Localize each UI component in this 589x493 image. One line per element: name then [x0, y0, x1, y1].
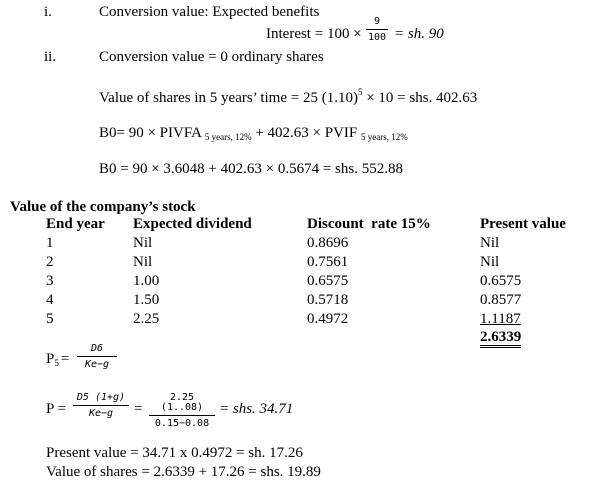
p5-fraction: D6 Ke−g	[77, 344, 117, 370]
table-cell: Nil	[133, 254, 153, 270]
p-general-numerator: D5 (1+g)	[73, 393, 129, 406]
table-cell: 1	[46, 235, 54, 251]
table-cell: 0.7561	[307, 254, 349, 270]
p-fraction-general: D5 (1+g) Ke−g	[73, 393, 129, 419]
b0-calculation: B0 = 90 × 3.6048 + 402.63 × 0.5674 = shs…	[99, 161, 403, 177]
table-cell: 1.00	[133, 273, 160, 289]
conversion-shares-heading: Conversion value = 0 ordinary shares	[99, 49, 324, 65]
table-cell: 3	[46, 273, 54, 289]
interest-fraction: 9 100	[366, 17, 388, 43]
table-cell: 2	[46, 254, 54, 270]
b0-formula-sub1: 5 years, 12%	[204, 132, 252, 142]
interest-fraction-denominator: 100	[367, 32, 387, 43]
p5-denominator: Ke−g	[84, 359, 110, 370]
p-result: = shs. 34.71	[219, 401, 294, 417]
shares-value-exponent: 5	[357, 87, 363, 97]
shares-value-text-a: Value of shares in 5 years’ time = 25 (1…	[99, 90, 358, 106]
col-header-end-year: End year	[46, 216, 105, 232]
interest-fraction-numerator: 9	[366, 17, 388, 30]
table-cell: Nil	[133, 235, 153, 251]
shares-value-text-b: × 10 = shs. 402.63	[362, 90, 478, 106]
table-cell: 0.6575	[307, 273, 349, 289]
p5-numerator: D6	[77, 344, 117, 357]
present-value-total-text: 2.6339	[480, 329, 522, 348]
table-cell: 0.4972	[307, 311, 349, 327]
item-label-i: i.	[44, 4, 52, 20]
present-value-line: Present value = 34.71 x 0.4972 = sh. 17.…	[46, 445, 303, 461]
p-label: P =	[46, 401, 66, 417]
p5-symbol: P	[46, 351, 55, 367]
col-header-discount-rate: Discount rate 15%	[307, 216, 431, 232]
b0-formula-sub2: 5 years, 12%	[361, 132, 408, 142]
b0-formula-b: + 402.63 × PVIF	[251, 125, 362, 141]
table-cell: 0.8696	[307, 235, 349, 251]
value-of-shares-line: Value of shares = 2.6339 + 17.26 = shs. …	[46, 464, 321, 480]
p-general-denominator: Ke−g	[88, 408, 114, 419]
interest-result: = sh. 90	[394, 26, 444, 42]
table-cell: 1.50	[133, 292, 160, 308]
stock-table-title: Value of the company’s stock	[10, 199, 196, 215]
p5-label: P5 =	[46, 352, 69, 368]
b0-formula-line: B0= 90 × PIVFA 5 years, 12% + 402.63 × P…	[99, 126, 408, 142]
p-values-numerator: 2.25 (1..08)	[149, 393, 215, 416]
table-cell: 0.8577	[480, 292, 522, 308]
col-header-present-value: Present value	[480, 216, 566, 232]
table-cell: 1.1187	[480, 311, 521, 327]
b0-formula-a: B0= 90 × PIVFA	[99, 125, 205, 141]
p5-subscript: 5	[54, 358, 59, 368]
shares-value-line: Value of shares in 5 years’ time = 25 (1…	[99, 88, 477, 106]
col-header-expected-dividend: Expected dividend	[133, 216, 252, 232]
p-equals: =	[134, 401, 143, 417]
p5-equals: =	[60, 351, 70, 367]
table-cell: 5	[46, 311, 54, 327]
table-cell: 0.6575	[480, 273, 522, 289]
item-label-ii: ii.	[44, 49, 57, 65]
table-cell: 0.5718	[307, 292, 349, 308]
table-cell: 4	[46, 292, 54, 308]
p-fraction-values: 2.25 (1..08) 0.15−0.08	[149, 393, 215, 429]
table-cell: Nil	[480, 235, 500, 251]
table-cell: Nil	[480, 254, 500, 270]
present-value-total: 2.6339	[480, 329, 522, 348]
conversion-value-heading: Conversion value: Expected benefits	[99, 4, 320, 20]
p-values-denominator: 0.15−0.08	[154, 418, 210, 429]
interest-left: Interest = 100 ×	[266, 26, 362, 42]
table-cell: 2.25	[133, 311, 160, 327]
